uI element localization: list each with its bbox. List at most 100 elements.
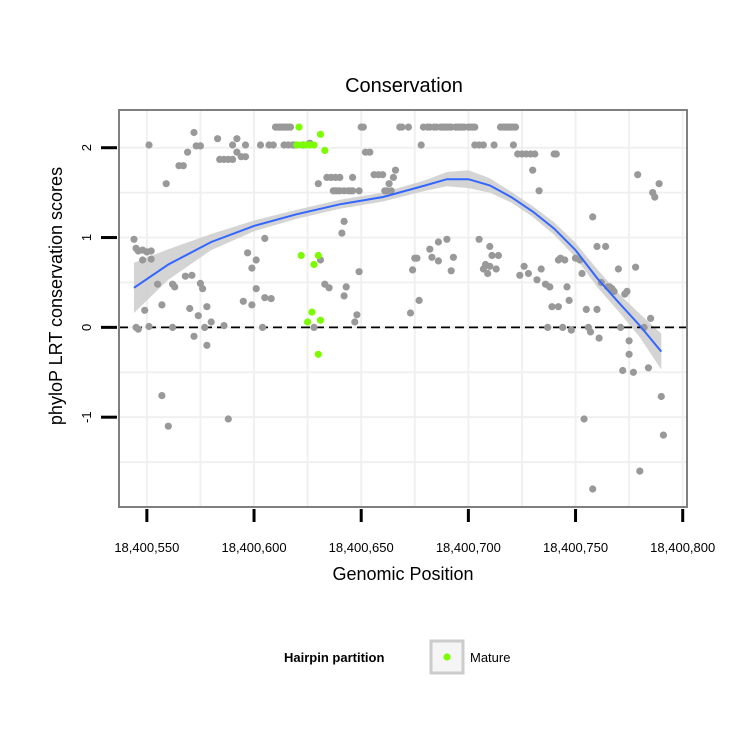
data-point [524, 269, 533, 278]
chart-title: Conservation [345, 75, 463, 97]
data-point-mature [316, 316, 325, 324]
data-point [449, 253, 457, 261]
data-point [252, 285, 260, 293]
data-point [488, 251, 496, 260]
data-point [188, 271, 196, 279]
data-point [147, 247, 155, 255]
data-point [443, 235, 451, 243]
data-point [342, 283, 350, 291]
data-point [636, 467, 644, 475]
data-point-mature [310, 260, 318, 269]
data-point [194, 312, 202, 320]
data-point [256, 141, 265, 149]
data-point [516, 271, 524, 279]
data-point-mature [295, 123, 303, 131]
data-point [267, 295, 275, 303]
data-point [582, 305, 590, 313]
data-point [417, 141, 425, 149]
plot-panel-background [119, 110, 687, 507]
data-point [471, 123, 479, 131]
data-point [190, 128, 198, 137]
data-point [314, 180, 322, 188]
data-point [409, 266, 417, 274]
data-point [366, 148, 374, 156]
x-axis-title: Genomic Position [332, 564, 473, 584]
data-point [434, 257, 442, 265]
data-point [340, 292, 348, 300]
data-point [634, 171, 642, 179]
data-point [544, 323, 552, 331]
data-point [602, 242, 610, 251]
data-point [486, 242, 494, 251]
data-point [651, 193, 659, 201]
data-point [434, 238, 442, 246]
confidence-band [134, 170, 662, 370]
data-point [647, 314, 655, 322]
data-point [340, 217, 348, 225]
data-point [220, 322, 228, 330]
y-tick-label: -1 [79, 411, 94, 423]
data-point [145, 322, 153, 331]
data-point [190, 332, 198, 340]
x-tick-label: 18,400,750 [543, 540, 608, 555]
data-point [490, 141, 498, 149]
data-point [659, 431, 668, 439]
data-point [391, 166, 400, 174]
data-point [537, 265, 545, 273]
data-point [535, 187, 543, 195]
data-point [554, 303, 563, 311]
data-point [154, 280, 162, 288]
data-point [546, 283, 554, 291]
data-point [625, 350, 633, 358]
data-point [336, 173, 344, 181]
data-point [552, 150, 560, 158]
data-point [593, 305, 601, 313]
data-point [139, 256, 147, 264]
data-point [233, 148, 241, 156]
data-point [617, 323, 625, 331]
data-point [494, 251, 502, 260]
data-point [199, 285, 207, 293]
data-point [162, 180, 170, 188]
data-point [241, 141, 250, 149]
data-point [351, 318, 359, 326]
data-point [229, 155, 237, 163]
data-point [130, 235, 138, 243]
data-point [184, 148, 192, 156]
data-point [484, 269, 492, 278]
data-point [595, 334, 603, 342]
legend-label-mature: Mature [470, 650, 510, 665]
data-point [389, 173, 397, 181]
x-tick-label: 18,400,600 [221, 540, 286, 555]
data-point [203, 341, 211, 349]
data-point [248, 301, 256, 309]
plot-panel-border [118, 109, 688, 508]
data-point [415, 296, 423, 304]
data-point [567, 326, 575, 334]
x-tick-label: 18,400,800 [650, 540, 715, 555]
data-point [353, 311, 361, 319]
y-axis-title: phyloP LRT conservation scores [46, 167, 66, 425]
data-point [404, 123, 412, 131]
data-point [196, 142, 204, 150]
data-point [310, 323, 318, 331]
data-point [520, 262, 528, 270]
data-point [134, 325, 142, 333]
data-point [203, 303, 211, 311]
data-point [619, 366, 627, 375]
data-point-mature [314, 251, 322, 260]
data-point-mature [316, 130, 325, 138]
data-point [181, 272, 189, 280]
x-tick-label: 18,400,550 [114, 540, 179, 555]
data-point [233, 135, 241, 143]
data-point [145, 141, 153, 149]
data-point [657, 392, 665, 401]
data-point [565, 296, 573, 304]
data-point [229, 141, 237, 149]
data-point [475, 235, 483, 243]
data-point [655, 180, 663, 188]
data-point [261, 234, 269, 242]
x-tick-label: 18,400,700 [436, 540, 501, 555]
data-point [286, 123, 295, 131]
